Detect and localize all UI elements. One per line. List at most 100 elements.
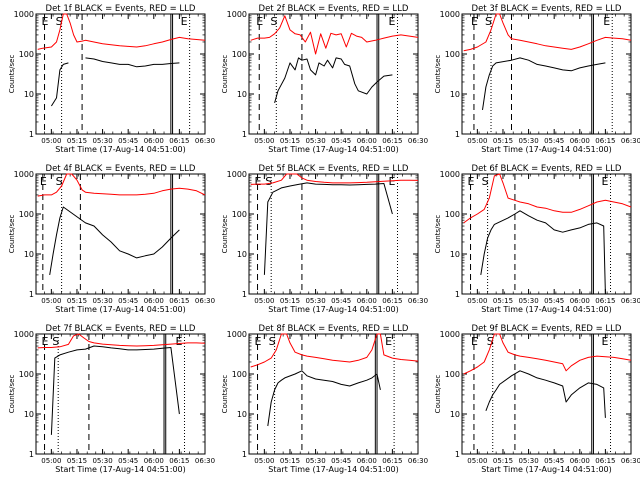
x-tick-label: 05:00 [467, 297, 487, 305]
x-axis-label: Start Time (17-Aug-14 04:51:00) [55, 465, 186, 474]
y-tick-label: 100 [232, 370, 247, 379]
plot-frame [35, 333, 206, 455]
y-tick-label: 10 [237, 250, 247, 259]
x-tick-label: 05:00 [254, 137, 274, 145]
y-tick-label: 1000 [440, 330, 460, 339]
marker-label-e: E [389, 15, 396, 28]
chart-title: Det 8f BLACK = Events, RED = LLD [259, 324, 409, 334]
y-axis-label: Counts/sec [434, 55, 442, 94]
marker-label-s: S [487, 335, 494, 348]
x-tick-label: 06:15 [382, 297, 402, 305]
x-tick-label: 05:00 [254, 297, 274, 305]
series-line-events [482, 57, 606, 110]
plot-frame [248, 333, 419, 455]
y-axis-label: Counts/sec [434, 215, 442, 254]
x-tick-label: 05:00 [41, 297, 61, 305]
y-tick-label: 1000 [227, 10, 247, 19]
y-axis-label: Counts/sec [434, 375, 442, 414]
chart-panel-5: Det 5f BLACK = Events, RED = LLD 1 10 100 10… [221, 164, 428, 314]
y-tick-label: 1 [29, 290, 34, 299]
x-tick-label: 06:30 [195, 457, 215, 465]
x-tick-label: 05:15 [67, 457, 87, 465]
y-tick-label: 10 [24, 90, 34, 99]
y-tick-label: 10 [237, 410, 247, 419]
marker-label-s: S [265, 175, 272, 188]
marker-label-e: E [256, 15, 263, 28]
marker-label-e: E [255, 175, 262, 188]
marker-label-e: E [471, 15, 478, 28]
x-tick-label: 05:00 [467, 137, 487, 145]
y-tick-label: 1 [455, 130, 460, 139]
x-tick-label: 05:30 [305, 297, 325, 305]
x-tick-label: 06:30 [195, 137, 215, 145]
marker-label-e: E [468, 175, 475, 188]
series-line-lld [463, 173, 632, 224]
chart-panel-9: Det 9f BLACK = Events, RED = LLD 1 10 100 10… [434, 324, 640, 474]
x-tick-label: 05:15 [280, 297, 300, 305]
y-tick-label: 1000 [227, 170, 247, 179]
x-axis-label: Start Time (17-Aug-14 04:51:00) [268, 465, 399, 474]
marker-label-e: E [40, 175, 47, 188]
chart-title: Det 1f BLACK = Events, RED = LLD [46, 4, 196, 14]
x-tick-label: 06:15 [382, 137, 402, 145]
y-tick-label: 1 [242, 130, 247, 139]
y-axis-label: Counts/sec [8, 55, 16, 94]
y-tick-label: 10 [450, 410, 460, 419]
x-tick-label: 05:00 [254, 457, 274, 465]
plot-frame [248, 13, 419, 135]
marker-label-s: S [482, 175, 489, 188]
x-tick-label: 05:45 [331, 297, 351, 305]
marker-label-e: E [602, 335, 609, 348]
chart-panel-8: Det 8f BLACK = Events, RED = LLD 1 10 100 10… [221, 324, 428, 474]
y-tick-label: 100 [445, 50, 460, 59]
x-tick-label: 06:30 [621, 297, 640, 305]
y-tick-label: 100 [19, 370, 34, 379]
chart-title: Det 6f BLACK = Events, RED = LLD [472, 164, 622, 174]
y-axis-label: Counts/sec [8, 215, 16, 254]
marker-label-e: E [255, 335, 262, 348]
x-axis-label: Start Time (17-Aug-14 04:51:00) [481, 145, 612, 154]
y-tick-label: 100 [19, 50, 34, 59]
y-tick-label: 10 [24, 410, 34, 419]
marker-label-s: S [56, 175, 63, 188]
series-line-lld [250, 173, 419, 185]
x-tick-label: 06:00 [144, 457, 164, 465]
y-axis-label: Counts/sec [8, 375, 16, 414]
x-tick-label: 05:30 [518, 297, 538, 305]
series-line-lld [463, 333, 632, 375]
x-axis-label: Start Time (17-Aug-14 04:51:00) [268, 305, 399, 314]
y-tick-label: 1 [29, 130, 34, 139]
x-tick-label: 05:15 [67, 137, 87, 145]
x-tick-label: 06:15 [595, 457, 615, 465]
y-tick-label: 100 [445, 370, 460, 379]
plot-frame [35, 13, 206, 135]
x-tick-label: 05:30 [305, 137, 325, 145]
marker-label-s: S [269, 335, 276, 348]
x-tick-label: 06:30 [408, 297, 428, 305]
series-line-events [485, 370, 606, 418]
x-tick-label: 05:30 [92, 137, 112, 145]
series-line-events [50, 57, 180, 107]
x-tick-label: 05:45 [331, 137, 351, 145]
plot-frame [461, 333, 632, 455]
chart-panel-7: Det 7f BLACK = Events, RED = LLD 1 10 100 10… [8, 324, 215, 474]
series-line-events [274, 57, 393, 104]
series-line-lld [250, 15, 419, 55]
x-tick-label: 06:15 [169, 297, 189, 305]
x-axis-label: Start Time (17-Aug-14 04:51:00) [481, 305, 612, 314]
series-line-events [49, 206, 180, 275]
x-tick-label: 05:30 [92, 297, 112, 305]
x-tick-label: 06:30 [621, 457, 640, 465]
marker-label-e: E [385, 335, 392, 348]
marker-label-s: S [56, 15, 63, 28]
x-tick-label: 05:30 [518, 457, 538, 465]
x-tick-label: 05:15 [67, 297, 87, 305]
chart-panel-1: Det 1f BLACK = Events, RED = LLD 1 10 100 10… [8, 4, 215, 154]
series-line-events [50, 345, 180, 435]
chart-title: Det 2f BLACK = Events, RED = LLD [259, 4, 409, 14]
x-tick-label: 06:15 [382, 457, 402, 465]
